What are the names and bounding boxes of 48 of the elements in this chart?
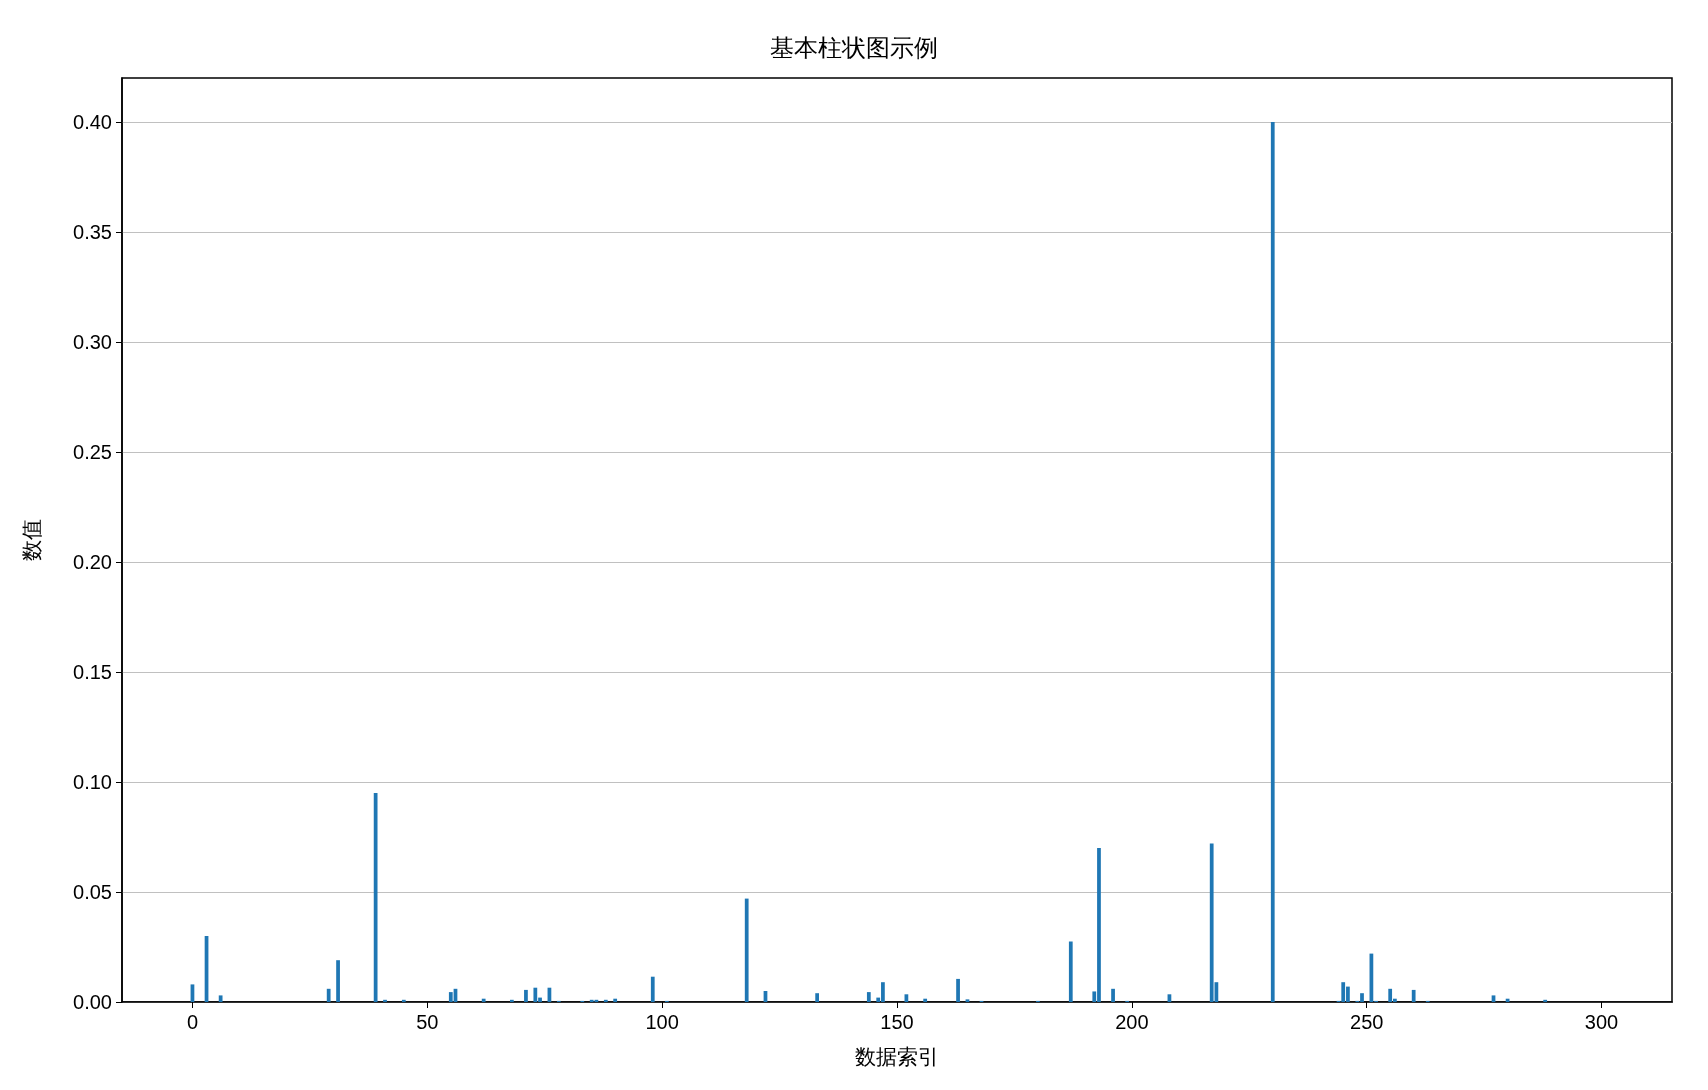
bar <box>1341 982 1346 1002</box>
bar <box>866 992 871 1002</box>
y-axis-title: 数值 <box>20 519 43 561</box>
bar <box>815 993 820 1002</box>
bar <box>509 999 514 1002</box>
y-tick-label: 0.35 <box>73 221 112 243</box>
bar <box>448 992 453 1002</box>
y-tick-label: 0.40 <box>73 111 112 133</box>
bar <box>383 999 387 1002</box>
bar <box>1209 843 1214 1002</box>
y-tick-label: 0.05 <box>73 881 112 903</box>
bar <box>744 898 749 1002</box>
y-tick-label: 0.00 <box>73 991 112 1013</box>
bar <box>373 793 378 1002</box>
bar <box>533 987 538 1002</box>
y-tick-label: 0.20 <box>73 551 112 573</box>
y-tick-label: 0.10 <box>73 771 112 793</box>
x-axis-title: 数据索引 <box>855 1045 939 1068</box>
x-tick-label: 150 <box>880 1011 914 1033</box>
bar <box>603 999 608 1002</box>
x-tick-label: 200 <box>1115 1011 1149 1033</box>
x-tick-label: 100 <box>645 1011 679 1033</box>
y-tick-label: 0.25 <box>73 441 112 463</box>
bar <box>1111 988 1115 1002</box>
bar <box>650 976 655 1002</box>
bar <box>589 999 594 1002</box>
bar <box>1270 122 1275 1002</box>
bar <box>1411 989 1416 1002</box>
bar <box>481 998 486 1002</box>
x-tick-label: 250 <box>1350 1011 1384 1033</box>
bar <box>613 998 618 1002</box>
bar <box>336 960 340 1002</box>
bar <box>956 978 960 1002</box>
x-tick-label: 50 <box>416 1011 439 1033</box>
bar <box>218 995 223 1002</box>
bar <box>965 999 970 1002</box>
bar <box>326 988 331 1002</box>
y-tick-label: 0.30 <box>73 331 112 353</box>
x-tick-label: 300 <box>1584 1011 1619 1033</box>
bar <box>524 989 528 1002</box>
x-tick-label: 0 <box>186 1011 199 1033</box>
bar <box>923 998 928 1002</box>
y-tick-label: 0.15 <box>73 661 112 683</box>
bar <box>1388 988 1393 1002</box>
chart-title: 基本柱状图示例 <box>770 33 938 61</box>
bar <box>1068 941 1073 1002</box>
bar <box>401 999 406 1002</box>
bar <box>1543 999 1548 1002</box>
